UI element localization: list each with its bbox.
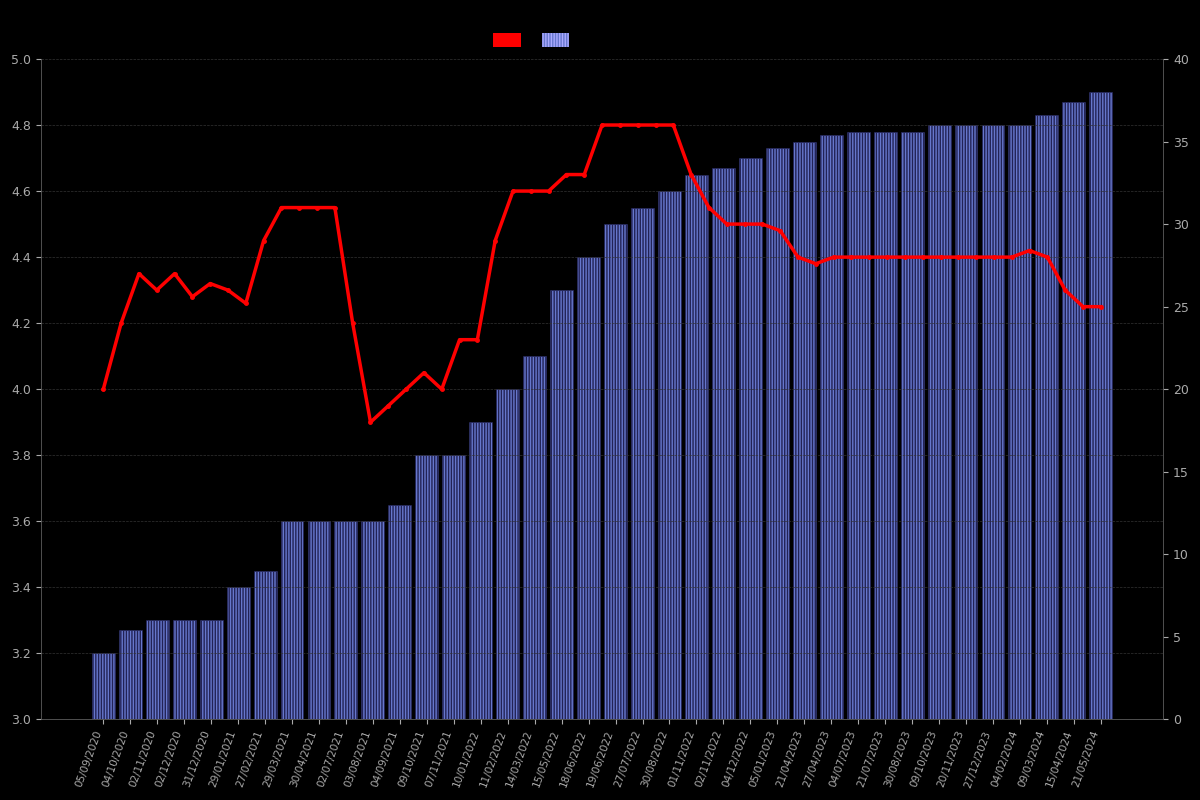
Bar <box>1036 115 1058 719</box>
Bar <box>1062 102 1085 719</box>
Bar <box>92 654 115 719</box>
Bar <box>739 158 762 719</box>
Bar <box>173 621 196 719</box>
Bar <box>928 125 950 719</box>
Bar <box>766 148 788 719</box>
Bar <box>335 522 358 719</box>
Bar <box>119 630 142 719</box>
Bar <box>199 621 223 719</box>
Bar <box>954 125 978 719</box>
Bar <box>307 522 330 719</box>
Bar <box>281 522 304 719</box>
Legend: , : , <box>493 33 576 48</box>
Bar <box>820 135 842 719</box>
Bar <box>253 571 276 719</box>
Bar <box>469 422 492 719</box>
Bar <box>523 356 546 719</box>
Bar <box>1008 125 1031 719</box>
Bar <box>631 207 654 719</box>
Bar <box>658 191 680 719</box>
Bar <box>443 455 466 719</box>
Bar <box>793 142 816 719</box>
Bar <box>901 132 924 719</box>
Bar <box>874 132 896 719</box>
Bar <box>145 621 169 719</box>
Bar <box>389 505 412 719</box>
Bar <box>577 257 600 719</box>
Bar <box>1090 92 1112 719</box>
Bar <box>712 168 734 719</box>
Bar <box>497 390 520 719</box>
Bar <box>227 587 250 719</box>
Bar <box>361 522 384 719</box>
Bar <box>685 174 708 719</box>
Bar <box>982 125 1004 719</box>
Bar <box>550 290 574 719</box>
Bar <box>415 455 438 719</box>
Bar <box>847 132 870 719</box>
Bar <box>604 224 628 719</box>
